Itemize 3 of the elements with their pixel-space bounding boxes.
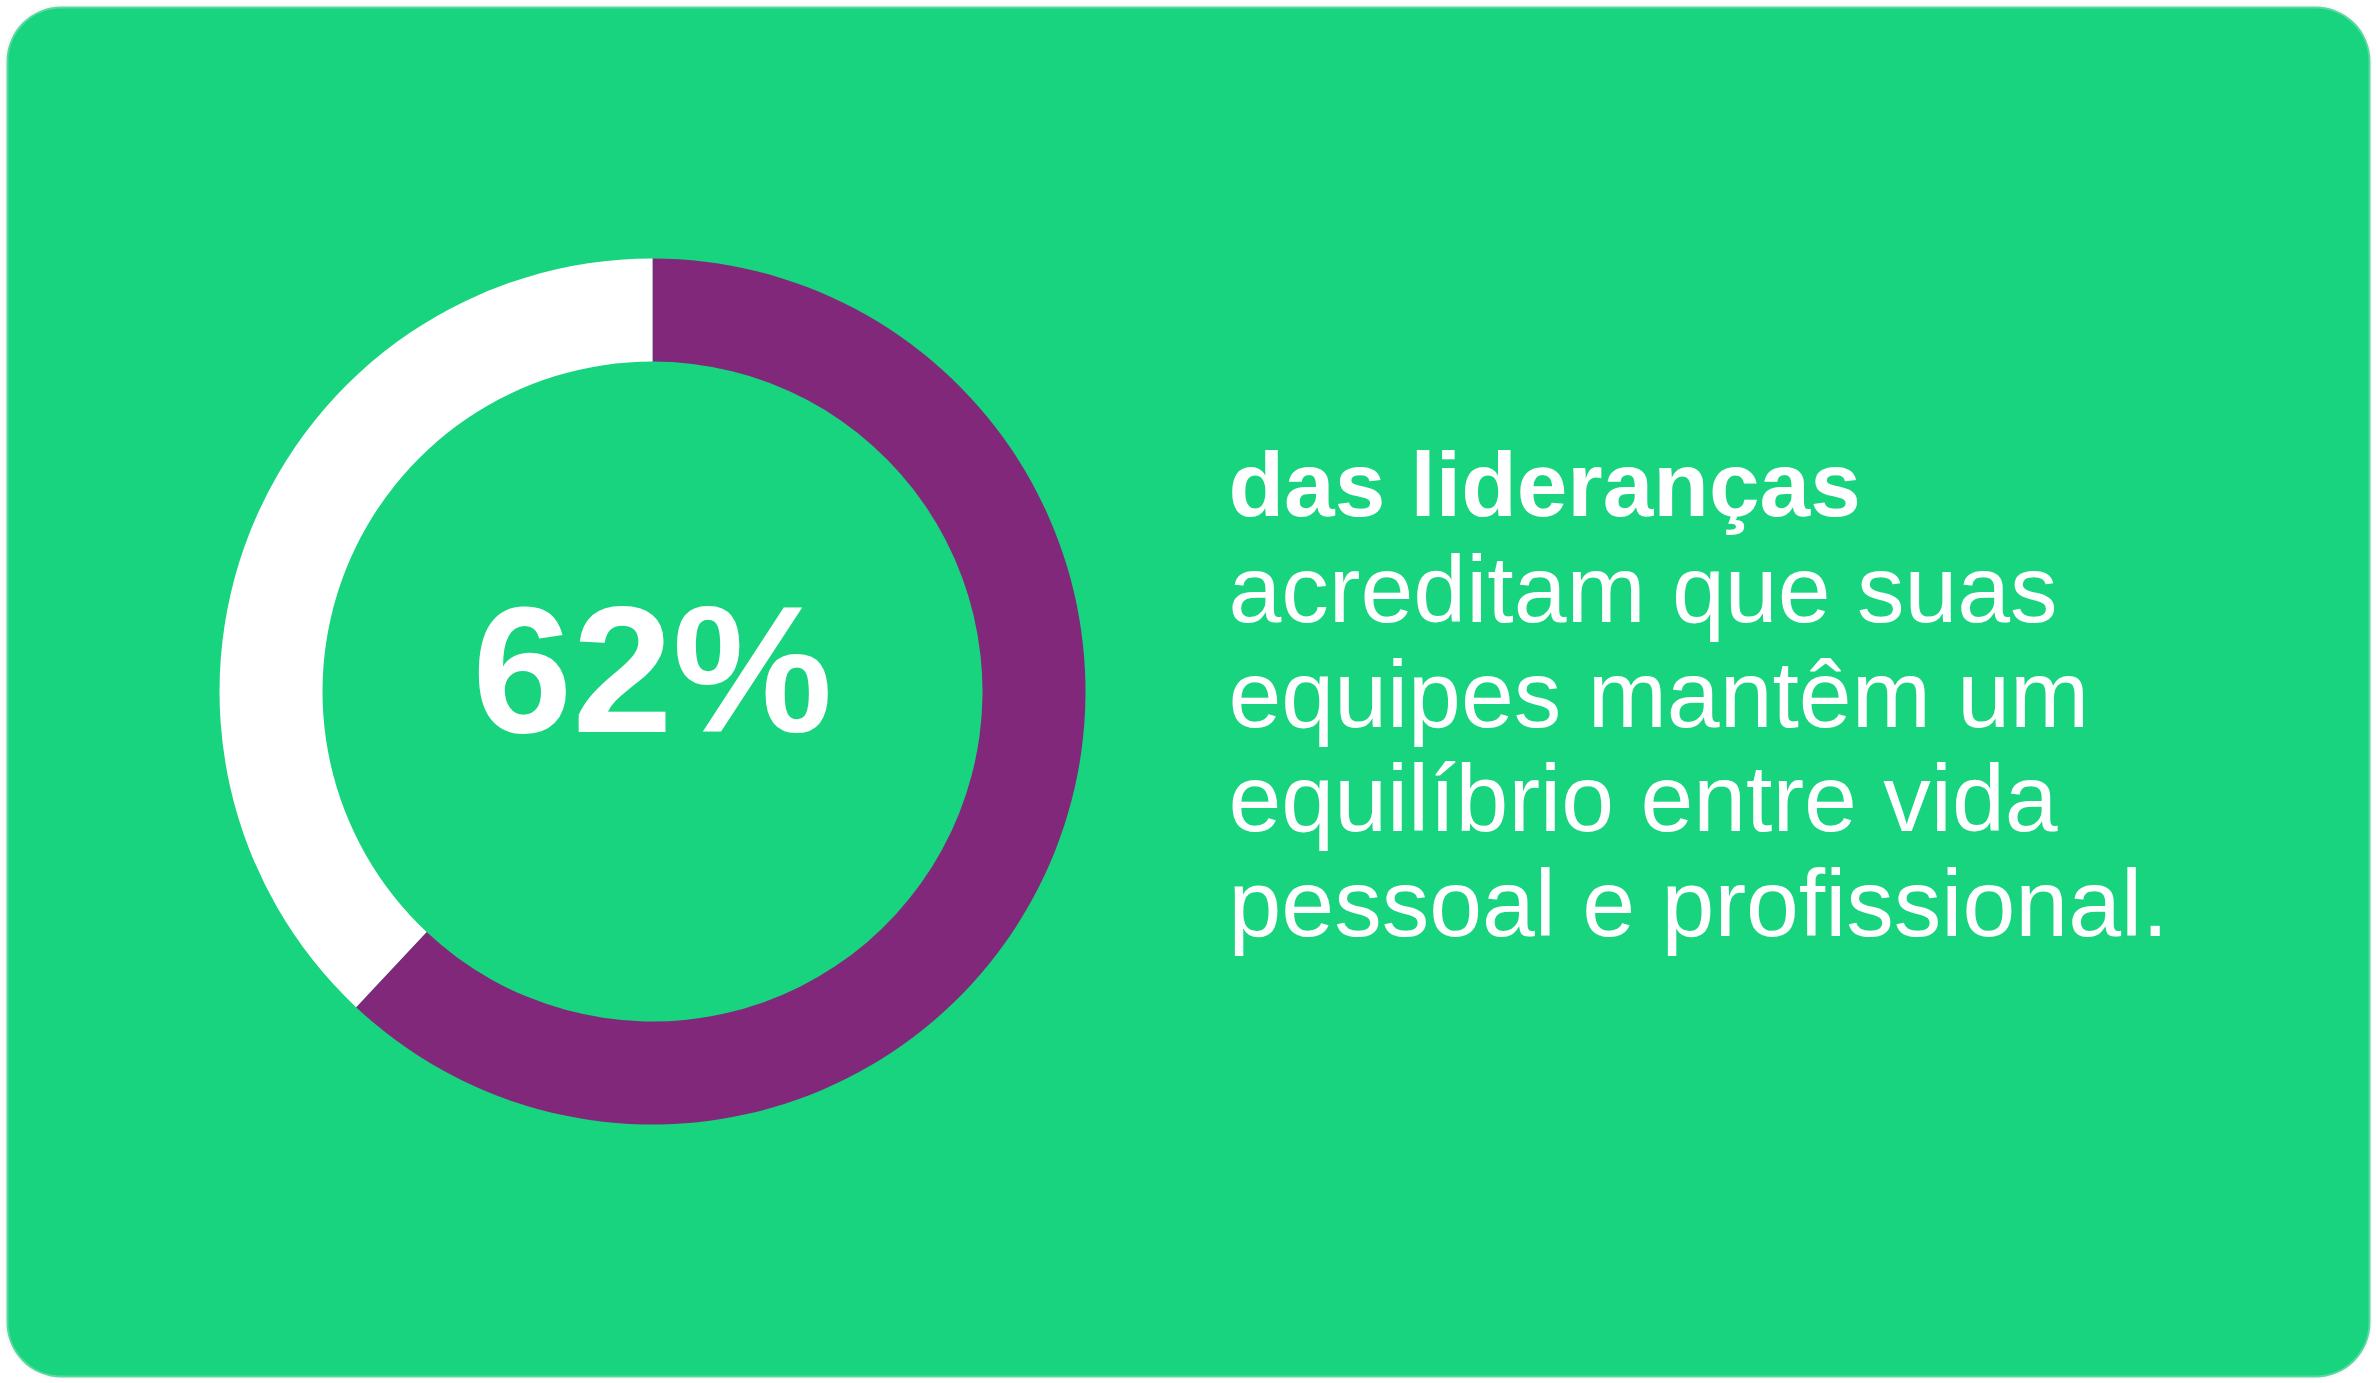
text: acreditam que suas equipes mantêm um equilíbrio entre vida pessoal e profissional. [1228, 536, 2169, 956]
data-label: 62% [472, 569, 833, 770]
text: das lideranças [1228, 434, 1861, 535]
